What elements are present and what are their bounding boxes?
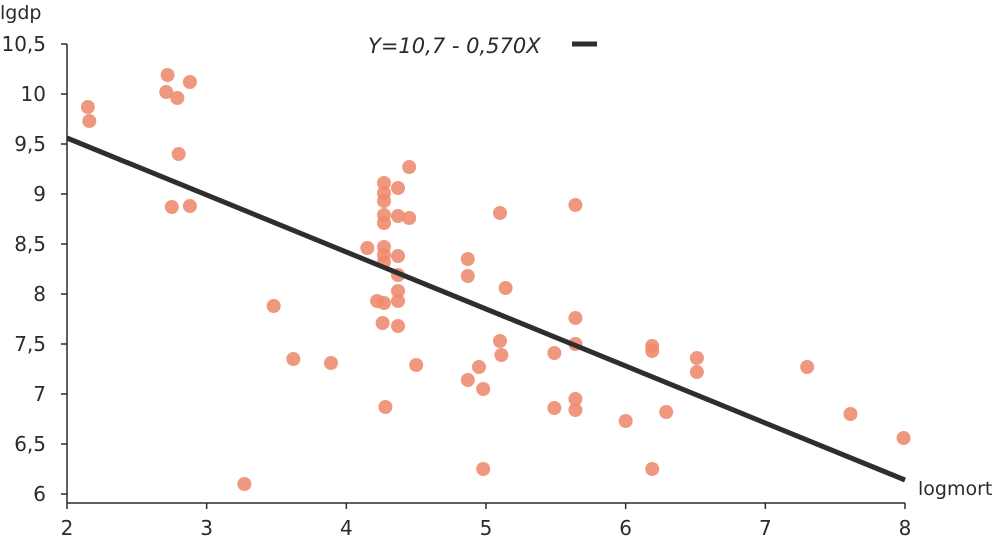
data-point	[659, 405, 674, 419]
data-point	[360, 241, 375, 255]
data-point	[472, 360, 486, 374]
data-point	[182, 75, 197, 89]
y-tick-label: 10	[21, 82, 46, 106]
y-tick-label: 8	[33, 282, 46, 306]
regression-line	[66, 135, 906, 483]
y-tick-label: 8,5	[14, 232, 46, 256]
data-point	[493, 334, 507, 348]
data-point	[547, 401, 562, 415]
data-point	[494, 348, 509, 362]
y-tick-label: 6,5	[14, 432, 46, 456]
y-tick-label: 9,5	[14, 132, 46, 156]
data-point	[182, 199, 197, 213]
data-point	[286, 352, 301, 366]
data-point	[493, 206, 507, 220]
y-tick-label: 6	[33, 482, 46, 506]
y-ticks: 6 6,5 7 7,5 8 8,5 9 9,5 10 10,5	[1, 32, 67, 506]
data-point	[159, 85, 174, 99]
data-point	[618, 414, 633, 428]
data-point	[402, 160, 417, 174]
data-point	[460, 269, 475, 283]
data-point	[391, 181, 405, 195]
data-point	[547, 346, 562, 360]
data-point	[409, 358, 424, 372]
data-point	[476, 382, 491, 396]
data-point	[476, 462, 491, 476]
data-point	[568, 403, 583, 417]
data-point	[843, 407, 858, 421]
y-tick-label: 7,5	[14, 332, 46, 356]
x-axis-title: logmort	[918, 478, 992, 500]
data-point	[391, 319, 405, 333]
data-point	[568, 392, 583, 406]
data-point	[377, 194, 391, 208]
y-tick-label: 9	[33, 182, 46, 206]
data-point	[160, 68, 175, 82]
x-tick-label: 8	[899, 516, 912, 540]
x-tick-label: 6	[619, 516, 632, 540]
data-point	[266, 299, 281, 313]
data-point	[164, 200, 179, 214]
data-point	[645, 462, 660, 476]
regression-line-layer	[66, 135, 906, 483]
data-point	[391, 294, 405, 308]
data-point	[82, 114, 97, 128]
data-point	[377, 216, 391, 230]
data-point	[377, 296, 391, 310]
data-point	[689, 365, 704, 379]
axes-layer	[66, 44, 905, 504]
y-axis-title: lgdp	[0, 2, 41, 24]
data-point	[170, 91, 185, 105]
data-point	[460, 373, 475, 387]
data-point	[689, 351, 704, 365]
data-point	[402, 211, 417, 225]
x-tick-label: 7	[759, 516, 772, 540]
x-ticks: 2 3 4 5 6 7 8	[61, 503, 912, 540]
x-tick-label: 2	[61, 516, 74, 540]
data-point	[896, 431, 911, 445]
points-layer	[80, 68, 911, 491]
data-point	[375, 316, 390, 330]
data-point	[171, 147, 186, 161]
data-point	[460, 252, 475, 266]
data-point	[80, 100, 95, 114]
data-point	[391, 249, 405, 263]
data-point	[324, 356, 338, 370]
data-point	[800, 360, 815, 374]
data-point	[645, 344, 660, 358]
data-point	[391, 209, 405, 223]
x-tick-label: 5	[480, 516, 493, 540]
data-point	[568, 198, 583, 212]
x-tick-label: 3	[200, 516, 213, 540]
y-tick-label: 10,5	[1, 32, 46, 56]
data-point	[498, 281, 513, 295]
data-point	[391, 284, 405, 298]
y-tick-label: 7	[33, 382, 46, 406]
x-tick-label: 4	[340, 516, 353, 540]
data-point	[237, 477, 252, 491]
regression-equation: Y=10,7 - 0,570X	[368, 34, 541, 58]
data-point	[568, 311, 583, 325]
data-point	[378, 400, 393, 414]
data-point	[377, 176, 391, 190]
